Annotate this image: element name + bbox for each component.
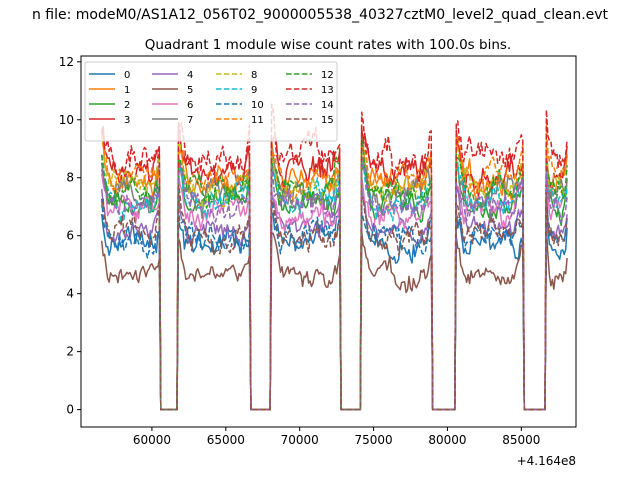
legend-label: 5 <box>187 85 193 96</box>
x-tick-label: 80000 <box>428 433 466 447</box>
y-tick-label: 0 <box>66 403 74 417</box>
x-axis-offset-label: +4.164e8 <box>517 454 576 468</box>
series-line-5 <box>100 228 568 411</box>
legend-label: 3 <box>124 115 130 126</box>
series-layer <box>100 103 568 411</box>
legend-label: 2 <box>124 100 130 111</box>
series-line-14 <box>100 164 568 411</box>
series-line-15 <box>100 184 568 411</box>
y-tick-label: 12 <box>59 55 74 69</box>
x-tick-label: 60000 <box>133 433 171 447</box>
legend-label: 6 <box>187 100 193 111</box>
legend-label: 12 <box>321 70 334 81</box>
series-line-4 <box>100 179 568 411</box>
legend-label: 15 <box>321 115 334 126</box>
legend-label: 13 <box>321 85 334 96</box>
x-tick-label: 75000 <box>354 433 392 447</box>
x-axis: 60000 65000 70000 75000 80000 85000 <box>133 427 540 447</box>
series-line-0 <box>100 195 568 411</box>
legend-label: 0 <box>124 70 130 81</box>
y-axis: 0 2 4 6 8 10 12 <box>59 55 81 417</box>
figure-suptitle: n file: modeM0/AS1A12_056T02_9000005538_… <box>32 7 609 23</box>
y-tick-label: 8 <box>66 171 74 185</box>
y-tick-label: 6 <box>66 229 74 243</box>
series-line-10 <box>100 194 568 411</box>
legend-box <box>84 61 338 142</box>
chart-title: Quadrant 1 module wise count rates with … <box>145 37 511 53</box>
legend-label: 9 <box>251 85 257 96</box>
y-tick-label: 2 <box>66 345 74 359</box>
plot-frame <box>80 55 577 428</box>
legend-label: 1 <box>124 85 130 96</box>
legend-label: 10 <box>251 100 264 111</box>
series-line-12 <box>100 135 568 411</box>
y-tick-label: 4 <box>66 287 74 301</box>
x-tick-label: 70000 <box>281 433 319 447</box>
legend-label: 4 <box>187 70 193 81</box>
y-tick-label: 10 <box>59 113 74 127</box>
x-tick-label: 85000 <box>502 433 540 447</box>
legend-label: 14 <box>321 100 334 111</box>
legend-label: 8 <box>251 70 257 81</box>
x-tick-label: 65000 <box>207 433 245 447</box>
legend-label: 7 <box>187 115 193 126</box>
legend-label: 11 <box>251 115 264 126</box>
